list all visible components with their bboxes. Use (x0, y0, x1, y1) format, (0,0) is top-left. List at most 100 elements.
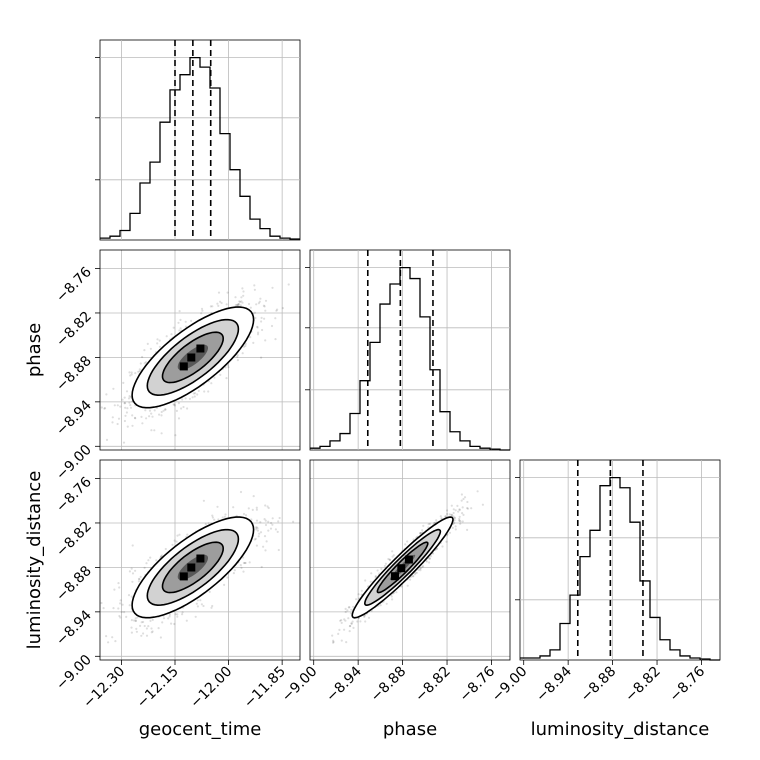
scatter-panel-phase-vs-luminosity_distance (309, 459, 511, 661)
sample-point (131, 424, 134, 427)
sample-point (374, 576, 377, 579)
sample-point (159, 555, 163, 558)
sample-point (131, 580, 134, 583)
sample-point (111, 421, 114, 424)
sample-point (158, 345, 161, 348)
sample-point (461, 511, 464, 515)
sample-point (181, 611, 184, 614)
sample-point (445, 540, 448, 543)
sample-point (412, 575, 415, 578)
sample-point (450, 513, 453, 517)
sample-point (240, 300, 243, 303)
sample-point (440, 517, 443, 520)
sample-point (130, 619, 133, 622)
sample-point (240, 566, 243, 570)
sample-point (227, 366, 230, 369)
sample-point (118, 614, 121, 618)
sample-point (277, 520, 280, 523)
sample-point (237, 303, 240, 306)
sample-point (125, 411, 128, 414)
sample-point (421, 565, 424, 569)
sample-point (150, 631, 153, 634)
sample-point (264, 309, 267, 312)
sample-point (453, 517, 456, 520)
sample-point (176, 613, 179, 616)
sample-point (103, 407, 106, 410)
sample-point (165, 335, 168, 338)
sample-point (194, 392, 197, 395)
sample-point (264, 519, 267, 522)
sample-point (124, 414, 127, 417)
sample-point (252, 495, 255, 498)
sample-point (363, 615, 366, 619)
sample-point (415, 571, 418, 574)
sample-point (255, 506, 258, 509)
sample-point (237, 302, 240, 306)
density-cell (196, 344, 205, 353)
sample-point (113, 404, 116, 407)
sample-point (112, 607, 115, 610)
sample-point (367, 616, 371, 619)
sample-point (134, 569, 137, 572)
sample-point (223, 515, 226, 518)
sample-point (179, 327, 182, 330)
sample-point (274, 338, 277, 341)
sample-point (196, 605, 199, 608)
sample-point (419, 532, 422, 535)
sample-point (224, 513, 227, 516)
y-axis-label-phase: phase (24, 323, 45, 377)
sample-point (122, 441, 126, 444)
sample-point (146, 342, 149, 345)
sample-point (139, 575, 142, 579)
sample-point (370, 572, 373, 575)
sample-point (149, 347, 152, 350)
sample-point (143, 566, 146, 569)
sample-point (111, 636, 114, 639)
sample-point (453, 519, 456, 522)
sample-point (271, 517, 274, 520)
sample-point (128, 371, 131, 374)
sample-point (459, 520, 462, 523)
sample-point (236, 355, 239, 358)
sample-point (251, 508, 254, 511)
sample-point (200, 307, 204, 310)
sample-point (346, 609, 349, 612)
sample-point (216, 302, 219, 305)
sample-point (150, 627, 153, 630)
sample-point (269, 527, 273, 530)
sample-point (444, 515, 447, 518)
panel-frame (99, 39, 301, 241)
sample-point (466, 507, 470, 510)
sample-point (428, 557, 431, 560)
sample-point (158, 413, 161, 416)
sample-point (223, 583, 226, 587)
sample-point (156, 338, 159, 341)
sample-point (144, 361, 148, 364)
sample-point (265, 540, 268, 543)
sample-point (161, 621, 164, 624)
sample-point (181, 613, 184, 616)
sample-point (270, 521, 273, 525)
x-tick-label: −12.15 (134, 664, 182, 712)
sample-point (428, 561, 431, 564)
y-tick-label: −8.76 (53, 474, 95, 516)
sample-point (190, 319, 193, 322)
sample-point (255, 544, 258, 547)
sample-point (458, 515, 461, 518)
sample-point (253, 538, 256, 541)
density-cell (179, 572, 188, 581)
sample-point (244, 344, 247, 347)
sample-point (103, 407, 107, 410)
sample-point (247, 302, 251, 306)
sample-point (400, 585, 403, 588)
sample-point (140, 415, 143, 418)
sample-point (170, 622, 173, 625)
sample-point (131, 414, 134, 417)
sample-point (175, 540, 178, 543)
sample-point (139, 362, 142, 365)
sample-point (207, 522, 210, 525)
sample-point (263, 317, 266, 320)
x-axis-label-luminosity_distance: luminosity_distance (531, 719, 710, 740)
sample-point (148, 409, 152, 412)
sample-point (130, 626, 133, 629)
